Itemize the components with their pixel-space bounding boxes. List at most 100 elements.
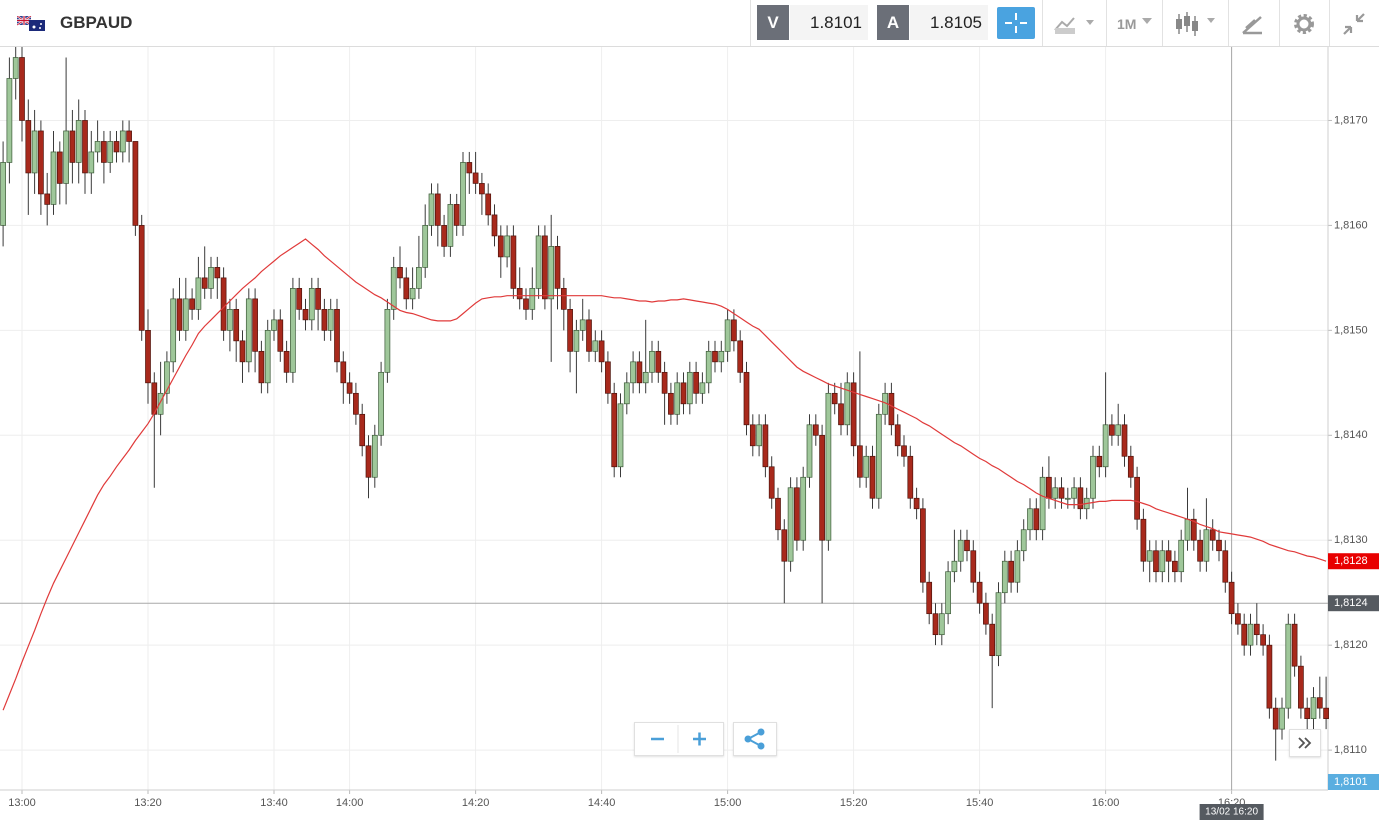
candle-body [731, 319, 737, 342]
candle-body [1178, 539, 1185, 573]
candle-body [567, 309, 573, 352]
crosshair-button[interactable] [997, 7, 1035, 39]
candle-body [1096, 455, 1103, 468]
candle-body [264, 329, 271, 384]
candle-body [233, 309, 240, 342]
last-price-label: 1,8101 [1334, 776, 1368, 788]
candle-body [743, 371, 750, 426]
candle-body [938, 613, 945, 636]
collapse-icon[interactable] [1341, 11, 1367, 37]
candle-body [819, 434, 825, 541]
candle-body [327, 309, 334, 331]
crosshair-time-label: 13/02 16:20 [1205, 807, 1258, 818]
candle-body [686, 371, 693, 405]
candle-body [403, 277, 410, 300]
sell-tag[interactable]: V [757, 5, 789, 40]
candle-body [1266, 644, 1273, 709]
candle-body [1046, 476, 1052, 499]
share-button[interactable] [733, 722, 777, 756]
candle-body [1197, 539, 1203, 562]
candle-body [220, 277, 227, 331]
candle-body [271, 319, 277, 331]
candle-body [460, 162, 466, 226]
candle-body [19, 57, 25, 121]
candle-body [1323, 707, 1329, 719]
candle-body [749, 424, 756, 447]
candle-body [642, 371, 649, 384]
candle-body [724, 319, 731, 352]
candle-body [1121, 424, 1128, 457]
candle-body [182, 298, 189, 331]
sell-price[interactable]: 1.8101 [790, 5, 868, 40]
candle-body [592, 340, 599, 352]
candle-body [1058, 487, 1065, 499]
y-tick-label: 1,8160 [1334, 219, 1368, 231]
separator [1228, 0, 1229, 46]
buy-tag[interactable]: A [877, 5, 909, 40]
candle-body [176, 298, 183, 331]
candle-body [636, 361, 643, 384]
candle-body [1253, 623, 1260, 636]
candle-body [605, 361, 611, 394]
candle-body [88, 151, 95, 174]
scroll-right-button[interactable] [1289, 729, 1321, 757]
candle-body [296, 288, 303, 310]
candle-body [113, 141, 120, 153]
crosshair-price-label-box [1328, 595, 1379, 612]
candle-body [447, 204, 454, 247]
candle-body [397, 267, 403, 279]
dropdown-icon [1142, 18, 1152, 24]
candle-body [913, 497, 920, 510]
candle-body [94, 141, 101, 153]
candle-body [901, 445, 907, 457]
candle-body [353, 392, 359, 415]
candle-body [138, 225, 145, 331]
candle-icon[interactable] [1174, 10, 1222, 38]
timeframe[interactable]: 1M [1117, 16, 1137, 32]
candle-body [535, 235, 542, 289]
candle-body [907, 455, 914, 499]
candle-body [699, 382, 706, 394]
ma-price-label-box [1328, 553, 1379, 570]
candle-body [384, 309, 391, 373]
candle-body [195, 277, 202, 310]
candle-body [283, 350, 290, 373]
draw-icon[interactable] [1240, 12, 1266, 36]
candle-body [258, 350, 265, 384]
separator [1106, 0, 1107, 46]
x-tick-label: 15:20 [840, 797, 868, 809]
y-tick-label: 1,8170 [1334, 114, 1368, 126]
candle-body [378, 371, 384, 436]
candle-body [1228, 581, 1235, 615]
settings-icon[interactable] [1291, 11, 1317, 37]
candle-body [1077, 487, 1084, 510]
candle-body [50, 151, 57, 205]
candle-body [995, 592, 1002, 657]
candle-body [1027, 508, 1033, 531]
toolbar: GBPAUD V 1.8101 A 1.8105 1M [0, 0, 1379, 47]
separator [750, 0, 751, 46]
chart-type-icon[interactable] [1052, 12, 1100, 36]
candle-body [0, 162, 6, 226]
candle-body [932, 613, 939, 636]
candle-body [611, 392, 618, 468]
candle-body [844, 382, 851, 426]
candle-body [542, 235, 548, 300]
candle-body [737, 340, 744, 373]
candle-body [302, 309, 309, 321]
candle-body [957, 539, 964, 562]
candle-body [623, 382, 630, 405]
candle-body [869, 455, 876, 499]
x-tick-label: 14:40 [588, 797, 616, 809]
candle-body [863, 455, 870, 478]
candle-body [390, 267, 397, 310]
candle-body [1146, 550, 1153, 562]
candle-body [245, 298, 252, 363]
candle-body [453, 204, 460, 226]
candle-body [655, 350, 662, 373]
buy-price[interactable]: 1.8105 [910, 5, 988, 40]
separator [1329, 0, 1330, 46]
candle-body [768, 466, 775, 499]
candle-body [674, 382, 681, 415]
